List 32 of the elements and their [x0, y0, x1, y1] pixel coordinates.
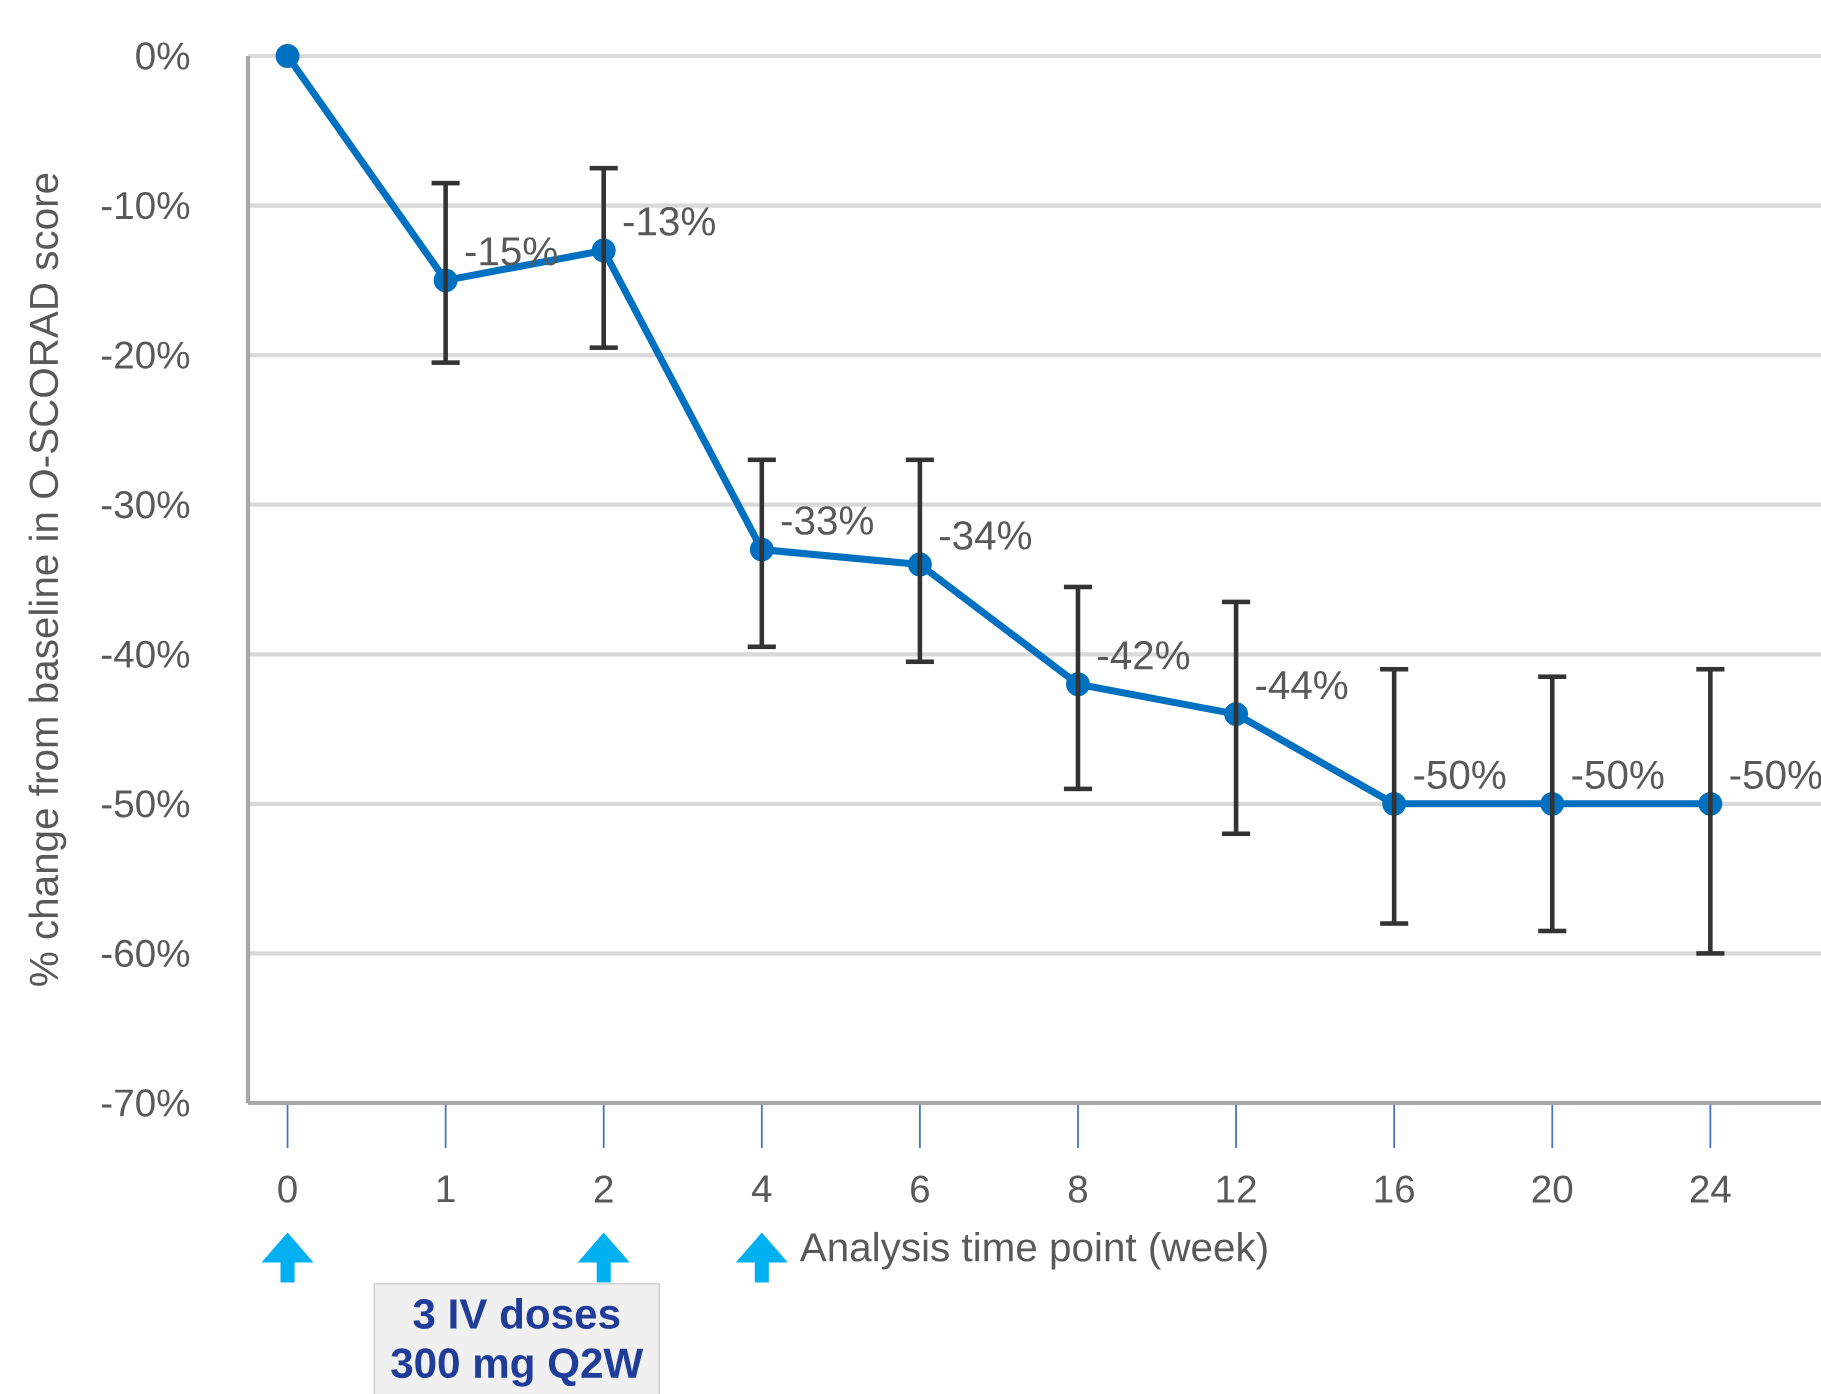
data-label: -50% — [1730, 760, 1821, 790]
x-tick-label: 1 — [437, 1175, 455, 1202]
data-label: -50% — [1572, 760, 1664, 790]
y-axis-title: % change from baseline in O-SCORAD score — [28, 173, 67, 986]
x-tick-label: 4 — [751, 1175, 772, 1202]
x-tick-label: 24 — [1690, 1175, 1731, 1203]
y-tick-label: -40% — [102, 640, 190, 668]
y-tick-label: -20% — [102, 341, 190, 369]
point — [275, 44, 300, 68]
text: 3 IV doses — [413, 1297, 620, 1330]
y-tick-label: -50% — [102, 790, 190, 818]
data-label: -42% — [1098, 640, 1190, 670]
y-tick-label: 0% — [136, 42, 190, 70]
data-label: -13% — [623, 207, 715, 236]
x-tick-label: 12 — [1217, 1175, 1256, 1203]
x-tick-label: 20 — [1532, 1175, 1573, 1203]
x-axis-title: Analysis time point (week) — [799, 1231, 1267, 1270]
x-tick-label: 8 — [1068, 1175, 1088, 1203]
x-tick-label: 0 — [278, 1175, 297, 1203]
y-tick-label: -10% — [102, 191, 190, 220]
data-label: -50% — [1414, 760, 1506, 790]
data-label: -33% — [781, 506, 873, 535]
y-tick-label: -30% — [102, 491, 190, 519]
x-tick-label: 6 — [911, 1175, 929, 1203]
y-tick-label: -70% — [102, 1089, 190, 1117]
x-tick-label: 2 — [594, 1175, 613, 1203]
data-label: -15% — [465, 237, 557, 266]
data-label: -44% — [1256, 671, 1348, 700]
y-tick-label: -60% — [102, 939, 190, 968]
data-label: -34% — [939, 521, 1032, 550]
text: 300 mg Q2W — [391, 1348, 644, 1387]
x-tick-label: 16 — [1375, 1175, 1414, 1203]
